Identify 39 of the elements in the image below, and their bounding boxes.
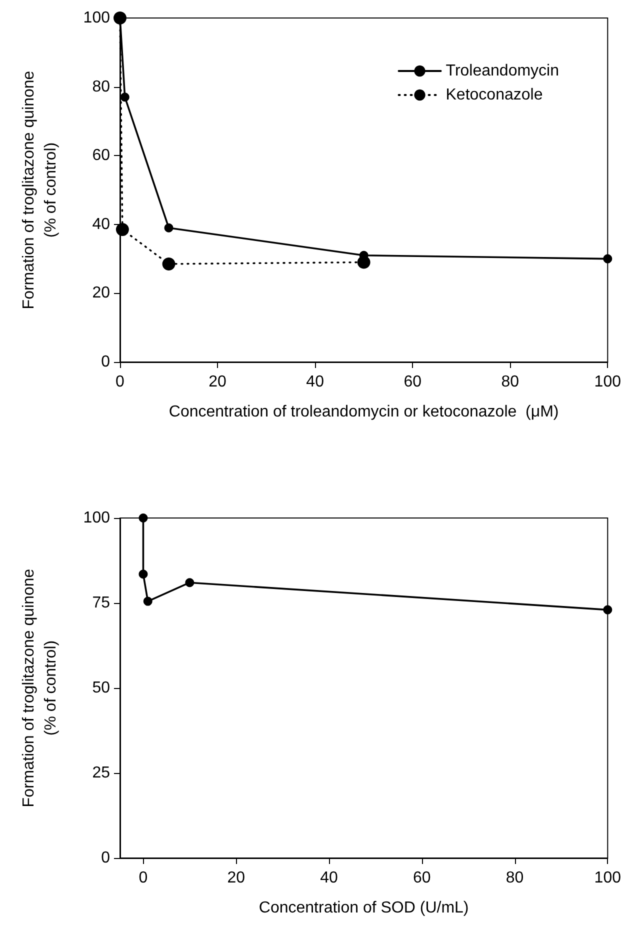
y-tick-label: 100 (83, 510, 110, 526)
x-tick-label: 40 (320, 870, 338, 886)
point (138, 514, 148, 522)
x-tick-label: 0 (138, 870, 148, 886)
x-tick-label: 40 (306, 374, 324, 390)
x-tick-label: 60 (412, 870, 431, 886)
y-tick-label: 50 (92, 680, 110, 696)
y-tick-label: 25 (92, 764, 110, 782)
y-tick-label: 60 (92, 147, 110, 164)
x-axis-title: Concentration of troleandomycin or ketoconazole (μM) (168, 404, 559, 420)
point (603, 254, 612, 264)
x-tick-label: 20 (227, 870, 246, 886)
y-tick-label: 0 (101, 354, 110, 370)
point (164, 223, 174, 232)
point (603, 605, 612, 614)
x-tick-label: 80 (506, 870, 524, 886)
y-tick-label: 80 (92, 78, 110, 96)
x-tick-label: 60 (404, 374, 422, 390)
x-tick-label: 100 (594, 374, 622, 390)
y-axis-title: Formation of troglitazone quinone (% of control) (20, 568, 60, 808)
x-axis-title: Concentration of SOD (U/mL) (258, 900, 469, 916)
x-tick-label: 0 (116, 374, 125, 390)
y-tick-label: 75 (92, 594, 110, 612)
y-tick-label: 100 (83, 10, 110, 26)
legend-label: Troleandomycin (446, 62, 559, 80)
point (116, 223, 129, 236)
y-tick-label: 0 (101, 850, 110, 866)
x-tick-label: 80 (501, 374, 520, 390)
point (143, 596, 152, 606)
x-tick-label: 100 (594, 870, 622, 886)
x-tick-label: 20 (208, 374, 227, 390)
point (120, 92, 130, 102)
legend-label: Ketoconazole (446, 86, 543, 104)
y-axis-title: Formation of troglitazone quinone (% of control) (20, 70, 60, 310)
point (162, 257, 176, 270)
y-tick-label: 20 (92, 284, 110, 302)
point (185, 578, 194, 588)
point (138, 570, 148, 579)
y-tick-label: 40 (92, 216, 110, 233)
